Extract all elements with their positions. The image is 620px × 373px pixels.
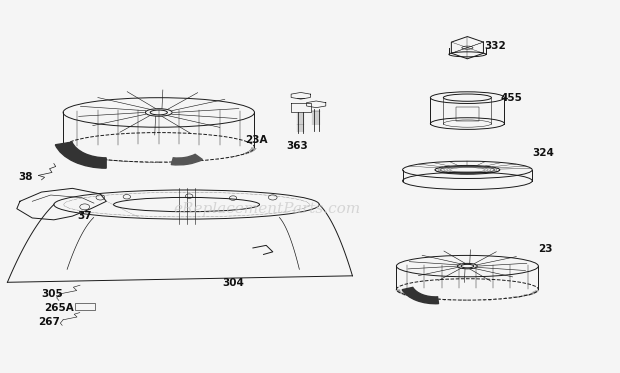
Bar: [456, 107, 479, 121]
Text: 332: 332: [484, 41, 506, 51]
Bar: [76, 304, 95, 310]
Text: 38: 38: [19, 172, 33, 182]
Text: 265A: 265A: [45, 303, 74, 313]
Text: 37: 37: [78, 211, 92, 221]
Text: 267: 267: [38, 317, 60, 327]
Wedge shape: [402, 287, 438, 304]
Text: 363: 363: [286, 141, 308, 151]
Text: 23: 23: [538, 244, 553, 254]
Text: 23A: 23A: [245, 135, 268, 145]
Text: 304: 304: [223, 278, 244, 288]
Text: eReplacementParts.com: eReplacementParts.com: [173, 202, 360, 216]
Text: 305: 305: [42, 289, 63, 299]
Wedge shape: [55, 142, 106, 168]
Wedge shape: [171, 154, 203, 165]
Text: 324: 324: [532, 148, 554, 158]
Text: 455: 455: [500, 93, 522, 103]
